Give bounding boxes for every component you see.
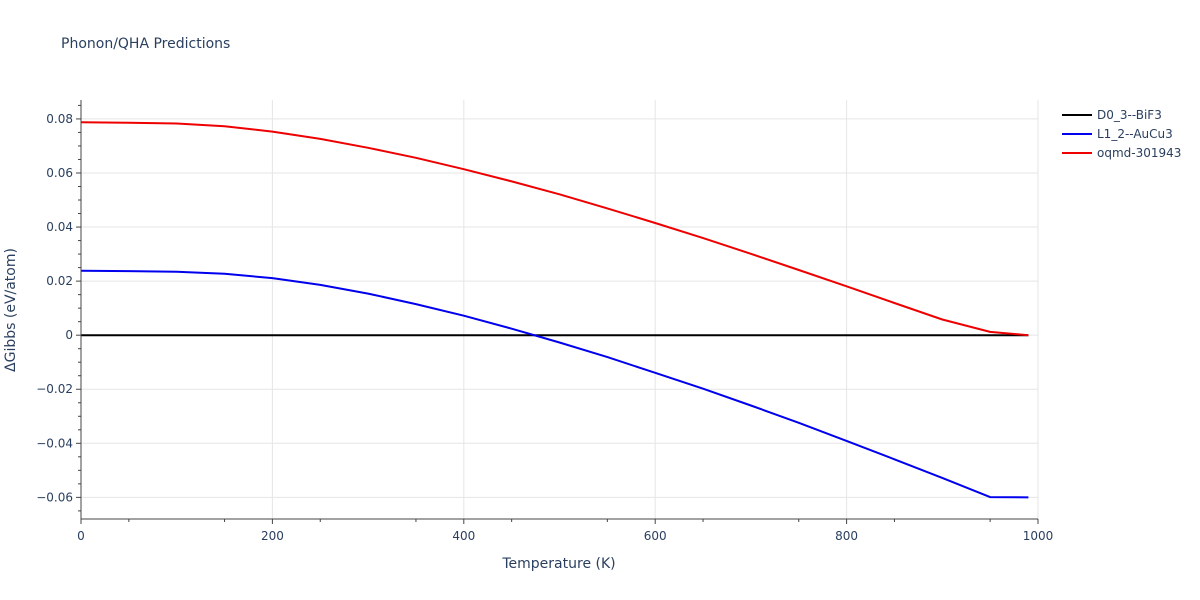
y-axis-title: ΔGibbs (eV/atom) (3, 248, 19, 372)
x-tick-label: 200 (261, 529, 284, 543)
legend-item-d0-3-bif3[interactable]: D0_3--BiF3 (1062, 105, 1181, 124)
chart-title: Phonon/QHA Predictions (61, 36, 231, 52)
series-line-oqmd-301943 (80, 121, 1029, 337)
series-lines (80, 121, 1029, 499)
legend-label: oqmd-301943 (1097, 145, 1182, 160)
x-tick-label: 400 (452, 529, 475, 543)
y-tick-label: −0.02 (36, 382, 73, 396)
series-line-l1-2-aucu3 (80, 269, 1029, 499)
y-tick-label: −0.04 (36, 436, 73, 450)
legend-swatch-oqmd-301943 (1062, 151, 1092, 154)
y-tick-label: 0.04 (46, 220, 73, 234)
x-axis-title: Temperature (K) (501, 556, 615, 572)
y-tick-label: 0.02 (46, 274, 73, 288)
y-tick-label: 0.06 (46, 166, 73, 180)
axes (80, 100, 1038, 520)
x-tick-label: 600 (644, 529, 667, 543)
legend: D0_3--BiF3 L1_2--AuCu3 oqmd-301943 (1062, 105, 1181, 162)
x-tick-label: 800 (835, 529, 858, 543)
legend-item-oqmd-301943[interactable]: oqmd-301943 (1062, 143, 1181, 162)
legend-swatch-d0-3-bif3 (1062, 113, 1092, 116)
y-tick-label: −0.06 (36, 490, 73, 504)
x-tick-label: 1000 (1023, 529, 1054, 543)
y-tick-label: 0 (65, 328, 73, 342)
grid-lines (81, 100, 1039, 519)
legend-label: L1_2--AuCu3 (1097, 126, 1173, 141)
y-axis-ticks: −0.06 −0.04 −0.02 0 0.02 0.04 0.06 0.08 (36, 104, 81, 512)
x-axis-ticks: 0 200 400 600 800 1000 (77, 519, 1053, 543)
x-tick-label: 0 (77, 529, 85, 543)
legend-swatch-l1-2-aucu3 (1062, 132, 1092, 135)
y-tick-label: 0.08 (46, 112, 73, 126)
legend-item-l1-2-aucu3[interactable]: L1_2--AuCu3 (1062, 124, 1181, 143)
legend-label: D0_3--BiF3 (1097, 107, 1162, 122)
